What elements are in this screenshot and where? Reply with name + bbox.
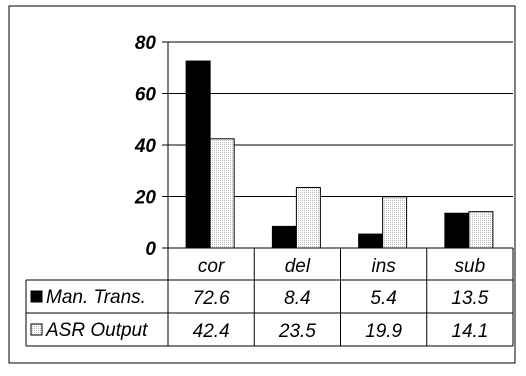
data-label: 8.4 (284, 288, 310, 309)
bar-asr-output-del (295, 186, 321, 249)
y-tick-label: 20 (134, 188, 157, 209)
legend-key-asr-output (30, 323, 43, 336)
y-tick-label: 80 (135, 33, 157, 54)
bar-asr-output-cor (209, 138, 235, 249)
data-label: 19.9 (365, 321, 402, 342)
bar-man-trans-del (271, 225, 297, 249)
data-label: 23.5 (278, 321, 316, 342)
axes (162, 41, 169, 346)
row-label-man-trans: Man. Trans. (46, 287, 146, 308)
data-label: 42.4 (193, 321, 230, 342)
bar-man-trans-ins (358, 233, 384, 249)
data-label: 14.1 (451, 321, 488, 342)
y-tick-label: 40 (134, 136, 157, 157)
data-label: 13.5 (451, 288, 488, 309)
y-axis-tick-labels: 0 20 40 60 80 (134, 33, 157, 260)
bar-man-trans-sub (444, 212, 470, 249)
category-label-cor: cor (198, 256, 225, 277)
chart-border (8, 5, 516, 364)
data-label: 72.6 (193, 288, 230, 309)
category-label-ins: ins (371, 256, 396, 277)
bar-man-trans-cor (185, 60, 211, 249)
data-table: cor del ins sub Man. Trans. 72.6 8.4 5.4 13.5 ASR… (25, 247, 514, 347)
data-label: 5.4 (370, 288, 396, 309)
category-label-del: del (285, 256, 311, 277)
row-label-asr-output: ASR Output (45, 320, 148, 341)
bar-asr-output-sub (468, 211, 494, 249)
category-label-sub: sub (455, 256, 486, 277)
bar-asr-output-ins (382, 196, 408, 249)
legend-key-man-trans (30, 290, 43, 303)
y-tick-label: 60 (135, 85, 157, 106)
y-tick-label: 0 (145, 239, 156, 260)
